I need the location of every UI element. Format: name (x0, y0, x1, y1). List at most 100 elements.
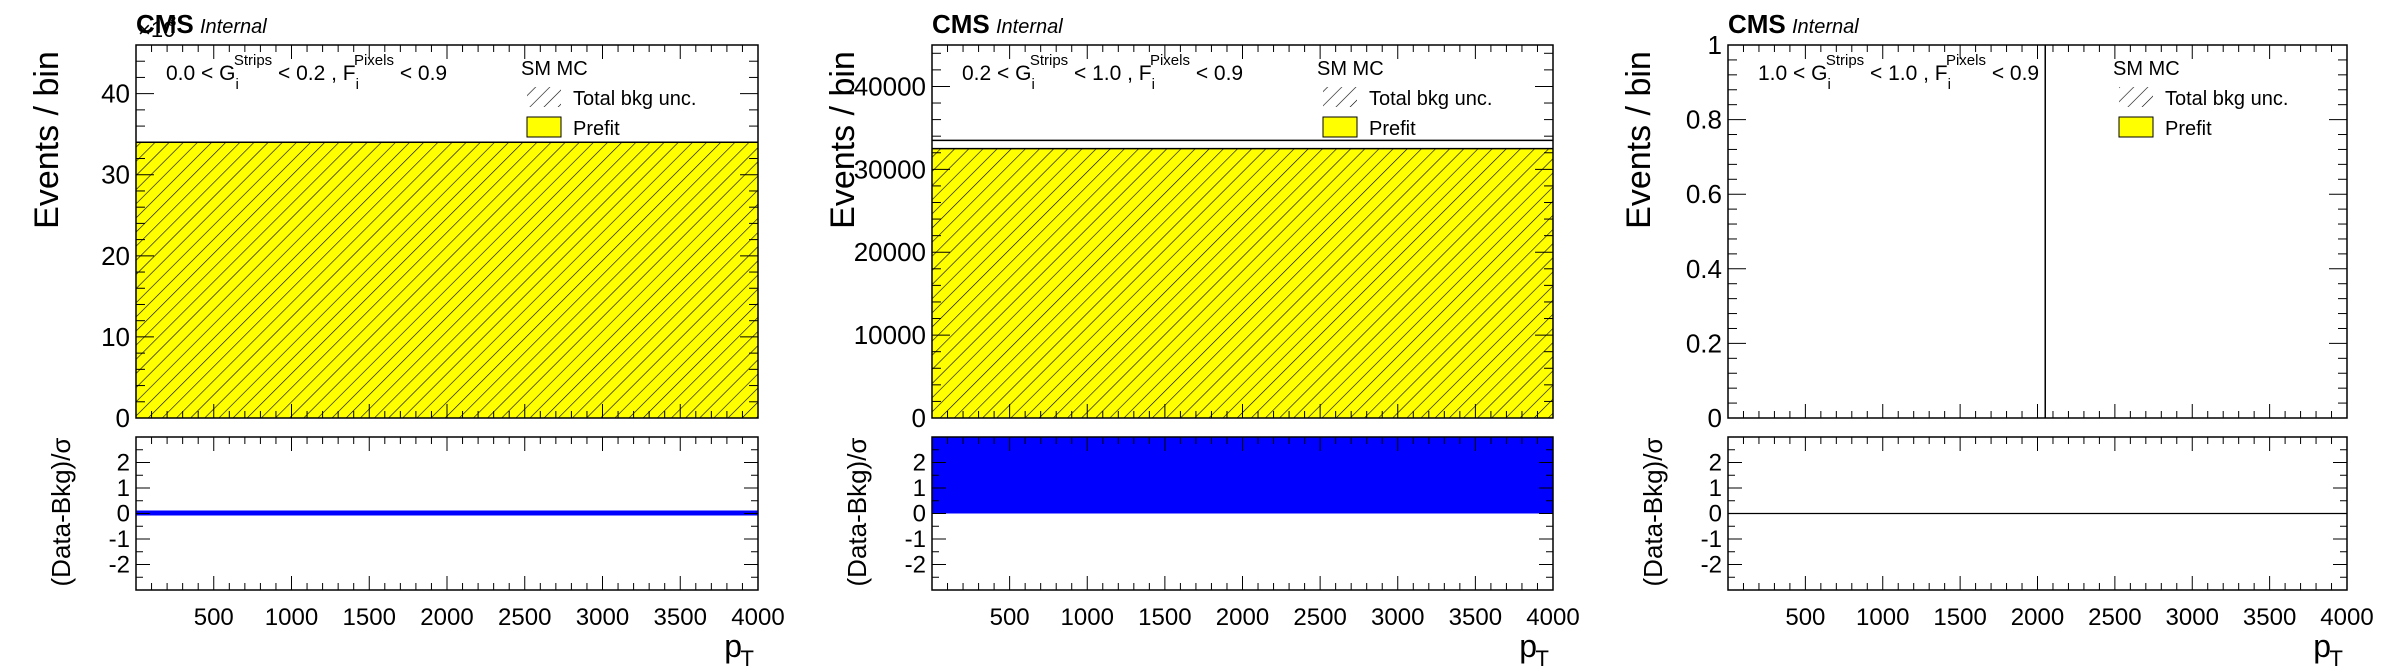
legend-title: SM MC (1317, 58, 1384, 80)
y-tick-label-main: 0.8 (1686, 105, 1722, 135)
x-tick-label: 2500 (498, 604, 551, 631)
x-axis-title: p (724, 628, 742, 664)
region-label-part: i (1031, 76, 1034, 93)
cms-label: CMS (932, 9, 990, 39)
region-label-part: < 0.9 (1986, 62, 2039, 85)
y-tick-label-main: 0 (912, 403, 926, 433)
x-tick-label: 1000 (1856, 604, 1909, 631)
y-tick-label-ratio: 2 (913, 450, 926, 477)
x-axis-title-sub: T (2330, 646, 2343, 671)
legend-uncertainty-label: Total bkg unc. (2165, 88, 2288, 110)
x-tick-label: 500 (990, 604, 1030, 631)
x-tick-label: 500 (1785, 604, 1825, 631)
y-multiplier-exp: 3 (168, 13, 176, 30)
x-tick-label: 4000 (1526, 604, 1579, 631)
region-label-part: i (356, 76, 359, 93)
x-tick-label: 3500 (1449, 604, 1502, 631)
uncertainty-hatch (136, 142, 758, 418)
x-tick-label: 2000 (2011, 604, 2064, 631)
region-label-part: Pixels (1946, 52, 1986, 69)
legend-prefit-label: Prefit (573, 118, 620, 140)
legend-prefit-label: Prefit (2165, 118, 2212, 140)
region-label: 1.0 < GiStrips < 1.0 , FiPixels < 0.9 (1758, 52, 2039, 93)
y-tick-label-ratio: 0 (117, 501, 130, 528)
y-tick-label-main: 40 (101, 79, 130, 109)
x-axis-title-sub: T (1536, 646, 1549, 671)
x-tick-label: 1500 (1138, 604, 1191, 631)
region-label-part: Pixels (1150, 52, 1190, 69)
x-tick-label: 2000 (420, 604, 473, 631)
legend-hatch-swatch (527, 87, 561, 107)
region-label-part: i (1827, 76, 1830, 93)
region-label: 0.0 < GiStrips < 0.2 , FiPixels < 0.9 (166, 52, 447, 93)
internal-label: Internal (996, 16, 1063, 38)
y-tick-label-ratio: -1 (905, 526, 926, 553)
region-label-part: < 0.9 (394, 62, 447, 85)
region-label-part: 0.0 < G (166, 62, 235, 85)
region-label-part: i (235, 76, 238, 93)
panels-group: 500 1000 1500 2000 2500 3000 3500 4000pT0102030… (28, 9, 2374, 671)
y-tick-label-ratio: 2 (117, 450, 130, 477)
y-axis-title-main: Events / bin (28, 51, 66, 229)
region-label-part: Strips (1826, 52, 1864, 69)
y-tick-label-main: 0.4 (1686, 254, 1722, 284)
y-tick-label-main: 30 (101, 160, 130, 190)
region-label-part: < 0.9 (1190, 62, 1243, 85)
y-tick-label-main: 0 (116, 403, 130, 433)
region-label-part: i (1152, 76, 1155, 93)
y-tick-label-ratio: 1 (913, 475, 926, 502)
region-label-part: 0.2 < G (962, 62, 1031, 85)
region-label-part: 1.0 < G (1758, 62, 1827, 85)
y-multiplier: ×10 (138, 17, 175, 42)
y-tick-label-ratio: -1 (1701, 526, 1722, 553)
region-label-part: i (1948, 76, 1951, 93)
x-tick-label: 3000 (2166, 604, 2219, 631)
cms-label: CMS (1728, 9, 1786, 39)
y-tick-label-main: 0 (1708, 403, 1722, 433)
y-axis-title-ratio: (Data-Bkg)/σ (842, 438, 872, 587)
y-tick-label-main: 20000 (854, 237, 926, 267)
x-tick-label: 3500 (654, 604, 707, 631)
y-tick-label-ratio: -2 (1701, 552, 1722, 579)
legend-prefit-swatch (1322, 116, 1358, 138)
y-axis-title-main: Events / bin (824, 51, 862, 229)
x-tick-label: 500 (194, 604, 234, 631)
x-tick-label: 2500 (1293, 604, 1346, 631)
x-axis-title: p (1519, 628, 1537, 664)
x-tick-label: 4000 (2320, 604, 2373, 631)
internal-label: Internal (200, 16, 267, 38)
y-tick-label-main: 10 (101, 322, 130, 352)
legend-title: SM MC (2113, 58, 2180, 80)
x-tick-label: 1000 (265, 604, 318, 631)
x-tick-label: 2500 (2088, 604, 2141, 631)
y-axis-title-main: Events / bin (1620, 51, 1658, 229)
y-tick-label-main: 1 (1708, 30, 1722, 60)
uncertainty-hatch (932, 148, 1553, 418)
legend-hatch-swatch (1323, 87, 1357, 107)
legend-prefit-label: Prefit (1369, 118, 1416, 140)
ratio-band (136, 510, 758, 516)
y-tick-label-ratio: 0 (1709, 501, 1722, 528)
x-tick-label: 4000 (731, 604, 784, 631)
region-label-part: Strips (1030, 52, 1068, 69)
y-axis-title-ratio: (Data-Bkg)/σ (46, 438, 76, 587)
y-tick-label-main: 30000 (854, 154, 926, 184)
legend-prefit-swatch (526, 116, 562, 138)
region-label-part: < 0.2 , F (272, 62, 355, 85)
region-label: 0.2 < GiStrips < 1.0 , FiPixels < 0.9 (962, 52, 1243, 93)
y-axis-title-ratio: (Data-Bkg)/σ (1638, 438, 1668, 587)
x-tick-label: 1000 (1061, 604, 1114, 631)
y-tick-label-ratio: 1 (1709, 475, 1722, 502)
region-label-part: Strips (234, 52, 272, 69)
y-tick-label-ratio: 1 (117, 475, 130, 502)
x-axis-title-sub: T (741, 646, 754, 671)
legend-prefit-swatch (2118, 116, 2154, 138)
x-axis-title: p (2313, 628, 2331, 664)
panel-1: 500 1000 1500 2000 2500 3000 3500 4000pT0102030… (28, 9, 785, 671)
x-tick-label: 3000 (576, 604, 629, 631)
y-tick-label-main: 0.2 (1686, 328, 1722, 358)
y-tick-label-ratio: -1 (109, 526, 130, 553)
y-tick-label-ratio: -2 (109, 552, 130, 579)
y-tick-label-main: 10000 (854, 320, 926, 350)
